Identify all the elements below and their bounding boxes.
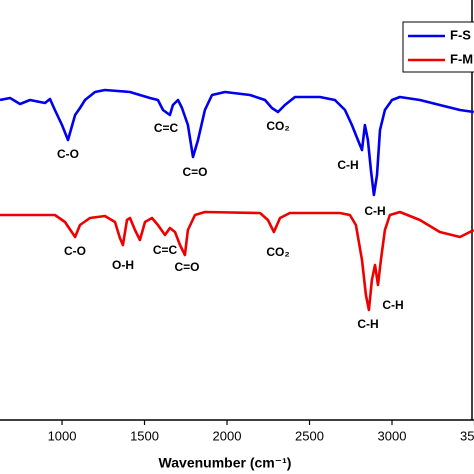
x-tick-label: 1000 [48, 428, 77, 443]
peak-annotation: C-H [337, 158, 358, 172]
x-tick-label: 2000 [213, 428, 242, 443]
peak-annotation: C=C [154, 121, 179, 135]
x-tick-label: 2500 [295, 428, 324, 443]
peak-annotation: C-O [64, 244, 86, 258]
peak-annotation: CO₂ [266, 119, 289, 133]
peak-annotation: CO₂ [266, 245, 289, 259]
legend-label: F-S [450, 27, 471, 42]
series-line [0, 88, 474, 197]
x-axis-title: Wavenumber (cm⁻¹) [159, 455, 292, 471]
legend-box [402, 21, 474, 73]
peak-annotation: C-H [364, 204, 385, 218]
x-tick-label: 3500 [460, 428, 474, 443]
x-tick-label: 1500 [130, 428, 159, 443]
peak-annotation: C=O [182, 165, 207, 179]
peak-annotation: C-O [57, 147, 79, 161]
legend-label: F-M [450, 51, 473, 66]
x-tick-label: 3000 [378, 428, 407, 443]
peak-annotation: O-H [112, 258, 134, 272]
peak-annotation: C=C [153, 243, 178, 257]
peak-annotation: C-H [382, 298, 403, 312]
series-line [0, 210, 474, 312]
peak-annotation: C-H [357, 317, 378, 331]
peak-annotation: C=O [174, 260, 199, 274]
